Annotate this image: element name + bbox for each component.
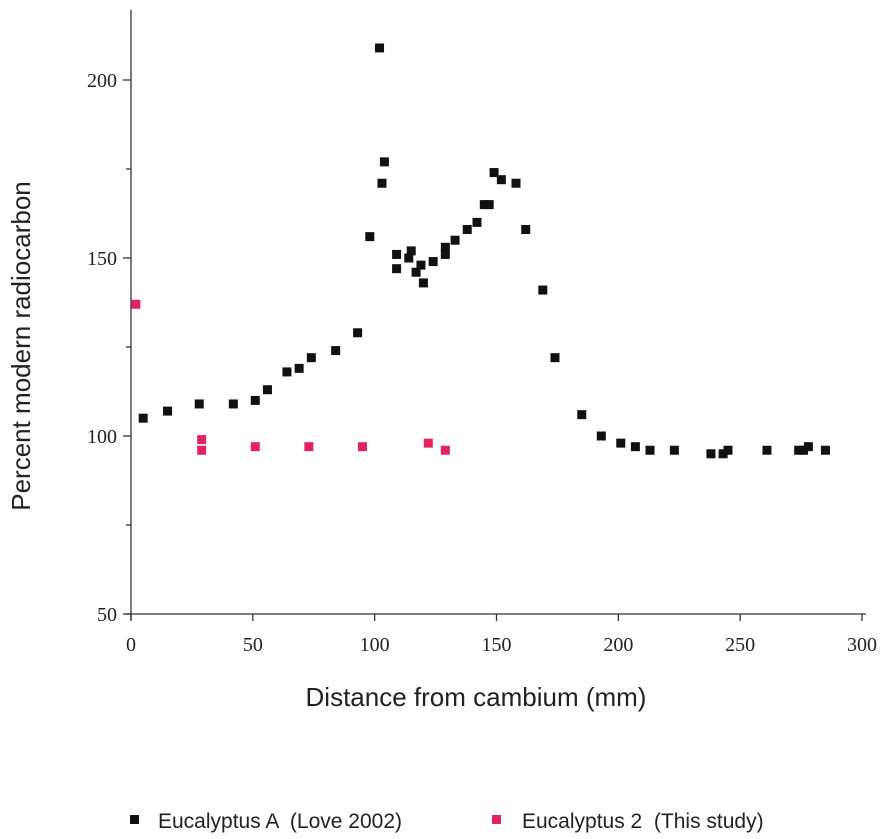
data-point	[392, 249, 402, 259]
x-tick-label-100: 100	[360, 634, 390, 656]
data-point	[718, 449, 728, 459]
data-point	[250, 395, 260, 405]
data-point	[484, 200, 494, 210]
data-point	[138, 413, 148, 423]
data-point	[450, 235, 460, 245]
data-point	[416, 260, 426, 270]
data-point	[577, 410, 587, 420]
axes	[125, 10, 866, 620]
data-point	[423, 438, 433, 448]
data-point	[282, 367, 292, 377]
x-tick-label-50: 50	[243, 634, 263, 656]
data-point	[331, 346, 341, 356]
legend-marker-eucalyptus-2	[492, 815, 501, 824]
data-point	[197, 445, 207, 455]
data-point	[357, 442, 367, 452]
data-point	[550, 353, 560, 363]
data-point	[428, 257, 438, 267]
data-point	[472, 217, 482, 227]
data-point	[723, 445, 733, 455]
data-point	[706, 449, 716, 459]
data-point	[250, 442, 260, 452]
data-point	[411, 267, 421, 277]
data-point	[228, 399, 238, 409]
data-point	[392, 264, 402, 274]
data-point	[794, 445, 804, 455]
data-point	[616, 438, 626, 448]
series-1	[138, 43, 830, 459]
data-point	[197, 435, 207, 445]
data-point	[799, 445, 809, 455]
data-point	[440, 445, 450, 455]
data-point	[365, 232, 375, 242]
legend-label-eucalyptus-2: Eucalyptus 2 (This study)	[522, 810, 764, 833]
data-point	[521, 225, 531, 235]
data-point	[440, 249, 450, 259]
data-point	[803, 442, 813, 452]
data-point	[194, 399, 204, 409]
data-point	[630, 442, 640, 452]
data-point	[406, 246, 416, 256]
data-point	[404, 253, 414, 263]
x-tick-label-0: 0	[126, 634, 136, 656]
data-point	[820, 445, 830, 455]
data-point	[304, 442, 314, 452]
x-ticks: 0 50 100 150 200 250 300	[126, 614, 877, 656]
data-point	[306, 353, 316, 363]
data-point	[669, 445, 679, 455]
data-point	[353, 328, 363, 338]
data-point	[379, 157, 389, 167]
data-point	[645, 445, 655, 455]
data-point	[262, 385, 272, 395]
x-tick-label-250: 250	[725, 634, 755, 656]
legend-label-eucalyptus-a: Eucalyptus A (Love 2002)	[158, 810, 402, 833]
legend-marker-eucalyptus-a	[130, 815, 139, 824]
y-tick-label-150: 150	[87, 248, 117, 270]
y-ticks: 50 100 150 200	[87, 70, 131, 626]
y-tick-label-50: 50	[97, 604, 117, 626]
data-point	[375, 43, 385, 53]
data-point	[163, 406, 173, 416]
x-axis-label: Distance from cambium (mm)	[306, 682, 647, 712]
y-tick-label-200: 200	[87, 70, 117, 92]
data-point	[496, 175, 506, 185]
data-point	[418, 278, 428, 288]
series-2	[131, 299, 450, 455]
data-point	[489, 168, 499, 178]
x-tick-label-150: 150	[482, 634, 512, 656]
y-axis-label: Percent modern radiocarbon	[6, 181, 36, 511]
y-tick-label-100: 100	[87, 426, 117, 448]
data-point	[762, 445, 772, 455]
x-tick-label-200: 200	[603, 634, 633, 656]
data-point	[479, 200, 489, 210]
legend: Eucalyptus A (Love 2002) Eucalyptus 2 (T…	[130, 810, 764, 833]
x-tick-label-300: 300	[847, 634, 877, 656]
data-point	[538, 285, 548, 295]
data-point	[596, 431, 606, 441]
data-point	[462, 225, 472, 235]
data-point	[294, 363, 304, 373]
data-points	[131, 43, 830, 459]
data-point	[377, 178, 387, 188]
data-point	[440, 242, 450, 252]
data-point	[511, 178, 521, 188]
data-point	[131, 299, 141, 309]
